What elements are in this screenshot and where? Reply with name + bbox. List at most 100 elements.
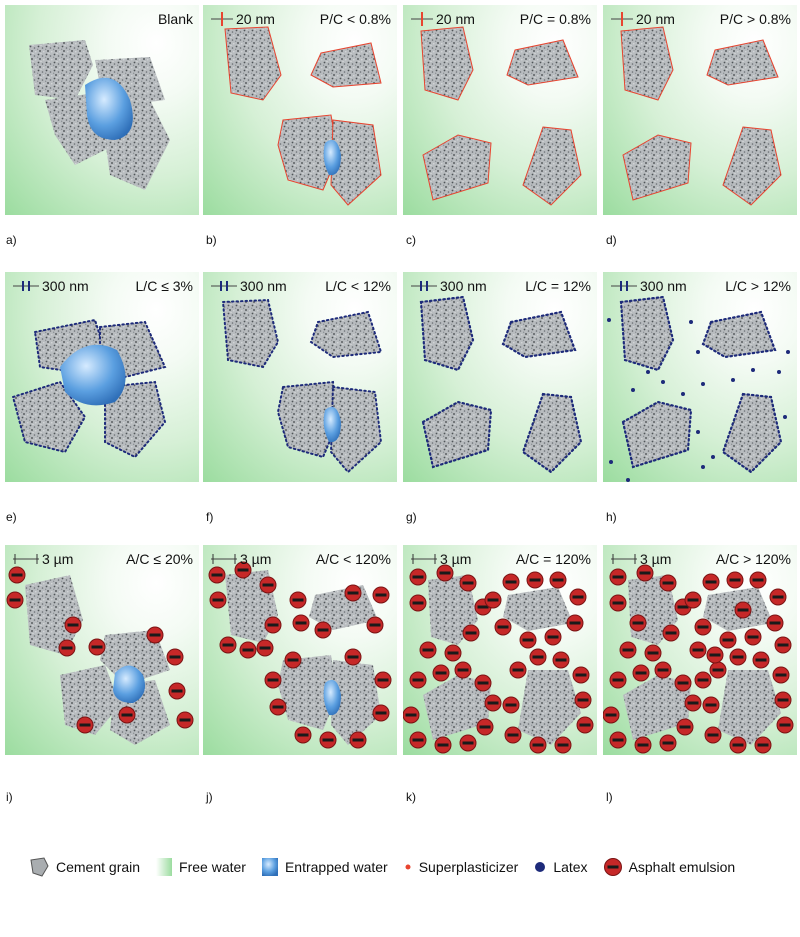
asphalt-droplet-bar <box>61 646 73 650</box>
panel-l-scale-label: 3 µm <box>640 551 672 567</box>
asphalt-droplet-bar <box>479 725 491 729</box>
asphalt-droplet-bar <box>679 725 691 729</box>
panel-f-letter: f) <box>206 510 214 524</box>
panel-h: 300 nm L/C > 12% <box>603 272 797 482</box>
asphalt-droplet-bar <box>637 743 649 747</box>
panel-i-emulsion-layer <box>6 566 194 734</box>
panel-a-artwork <box>29 40 170 190</box>
asphalt-droplet-bar <box>259 646 271 650</box>
panel-l: 3 µm A/C > 120% <box>603 545 797 755</box>
panel-l-scale-bar: 3 µm <box>611 551 671 567</box>
asphalt-droplet-bar <box>657 668 669 672</box>
panel-l-letter: l) <box>606 790 613 804</box>
asphalt-droplet-bar <box>532 743 544 747</box>
panel-e-scale-marker-icon <box>13 281 39 291</box>
panel-k-scale-label: 3 µm <box>440 551 472 567</box>
legend-asphalt-emulsion-label: Asphalt emulsion <box>628 859 736 875</box>
asphalt-droplet-bar <box>272 705 284 709</box>
asphalt-droplet-bar <box>497 625 509 629</box>
asphalt-droplet-bar <box>439 571 451 575</box>
asphalt-droplet-bar <box>612 575 624 579</box>
asphalt-droplet-bar <box>632 621 644 625</box>
panel-j-emulsion-layer <box>208 561 392 749</box>
panel-c-artwork <box>420 26 582 206</box>
asphalt-droplet-bar <box>552 578 564 582</box>
asphalt-droplet-bar <box>487 701 499 705</box>
asphalt-droplet-bar <box>295 621 307 625</box>
panel-g-scale-label: 300 nm <box>440 278 487 294</box>
panel-b-letter: b) <box>206 233 217 247</box>
panel-h-scale-marker-icon <box>611 281 637 291</box>
asphalt-droplet-bar <box>317 628 329 632</box>
asphalt-droplet-bar <box>705 580 717 584</box>
asphalt-droplet-bar <box>639 571 651 575</box>
asphalt-droplet-bar <box>522 638 534 642</box>
panel-l-emulsion-layer <box>603 564 794 754</box>
asphalt-droplet-bar <box>755 658 767 662</box>
legend-asphalt-emulsion: Asphalt emulsion <box>603 857 736 877</box>
panel-f-scale-marker-icon <box>211 281 237 291</box>
asphalt-droplet-bar <box>412 601 424 605</box>
panel-i-letter: i) <box>6 790 13 804</box>
panel-l-ratio: A/C > 120% <box>715 551 791 567</box>
legend-entrapped-water-label: Entrapped water <box>284 859 388 875</box>
panel-j-scale-label: 3 µm <box>240 551 272 567</box>
panel-d-letter: d) <box>606 233 617 247</box>
asphalt-droplet-bar <box>267 678 279 682</box>
asphalt-droplet-bar <box>322 738 334 742</box>
panel-h-letter: h) <box>606 510 617 524</box>
asphalt-droplet-bar <box>507 733 519 737</box>
asphalt-droplet-bar <box>707 733 719 737</box>
legend-free-water-label: Free water <box>179 859 246 875</box>
asphalt-droplet-bar <box>747 635 759 639</box>
asphalt-droplet-bar <box>572 595 584 599</box>
panel-k-ratio: A/C = 120% <box>515 551 591 567</box>
asphalt-droplet-bar <box>772 595 784 599</box>
asphalt-droplet-bar <box>375 711 387 715</box>
panel-l-emulsion-group <box>603 564 794 754</box>
legend: Cement grain Free water Entrapped water … <box>28 855 750 879</box>
panel-f-scale-bar: 300 nm <box>211 278 287 294</box>
asphalt-droplet-bar <box>697 678 709 682</box>
asphalt-droplet-bar <box>779 723 791 727</box>
panel-j-scale-marker-icon <box>211 554 237 564</box>
panel-a: Blank <box>5 5 199 215</box>
asphalt-droplet-bar <box>709 653 721 657</box>
asphalt-droplet-bar <box>91 645 103 649</box>
asphalt-droplet-bar <box>662 581 674 585</box>
panel-e-letter: e) <box>6 510 17 524</box>
asphalt-droplet-bar <box>171 689 183 693</box>
panel-b-scale-label: 20 nm <box>236 11 275 27</box>
asphalt-droplet-bar <box>732 655 744 659</box>
legend-cement-grain: Cement grain <box>28 856 140 878</box>
panel-d-artwork <box>620 26 782 206</box>
asphalt-droplet-bar <box>557 743 569 747</box>
asphalt-droplet-bar <box>237 568 249 572</box>
panel-k-emulsion-group <box>403 564 594 754</box>
latex-icon <box>535 862 546 872</box>
panel-d-scale-label: 20 nm <box>636 11 675 27</box>
asphalt-droplet-bar <box>487 598 499 602</box>
panel-j-ratio: A/C < 120% <box>315 551 391 567</box>
asphalt-droplet-bar <box>9 598 21 602</box>
panel-a-ratio: Blank <box>157 11 193 27</box>
panel-g: 300 nm L/C = 12% <box>403 272 597 482</box>
asphalt-droplet-bar <box>412 575 424 579</box>
asphalt-droplet-bar <box>462 581 474 585</box>
asphalt-droplet-bar <box>67 623 79 627</box>
asphalt-droplet-bar <box>605 713 617 717</box>
asphalt-droplet-bar <box>505 580 517 584</box>
panel-e-scale-bar: 300 nm <box>13 278 89 294</box>
asphalt-droplet-bar <box>622 648 634 652</box>
asphalt-emulsion-icon <box>603 858 622 876</box>
panel-c-letter: c) <box>406 233 416 247</box>
asphalt-droplet-bar <box>405 713 417 717</box>
panel-c-ratio: P/C = 0.8% <box>519 11 591 27</box>
asphalt-droplet-bar <box>677 605 689 609</box>
panel-f-ratio: L/C < 12% <box>325 278 391 294</box>
asphalt-droplet-bar <box>547 635 559 639</box>
legend-entrapped-water: Entrapped water <box>261 857 388 877</box>
asphalt-droplet-bar <box>705 703 717 707</box>
panel-d-ratio: P/C > 0.8% <box>719 11 791 27</box>
asphalt-droplet-bar <box>697 625 709 629</box>
